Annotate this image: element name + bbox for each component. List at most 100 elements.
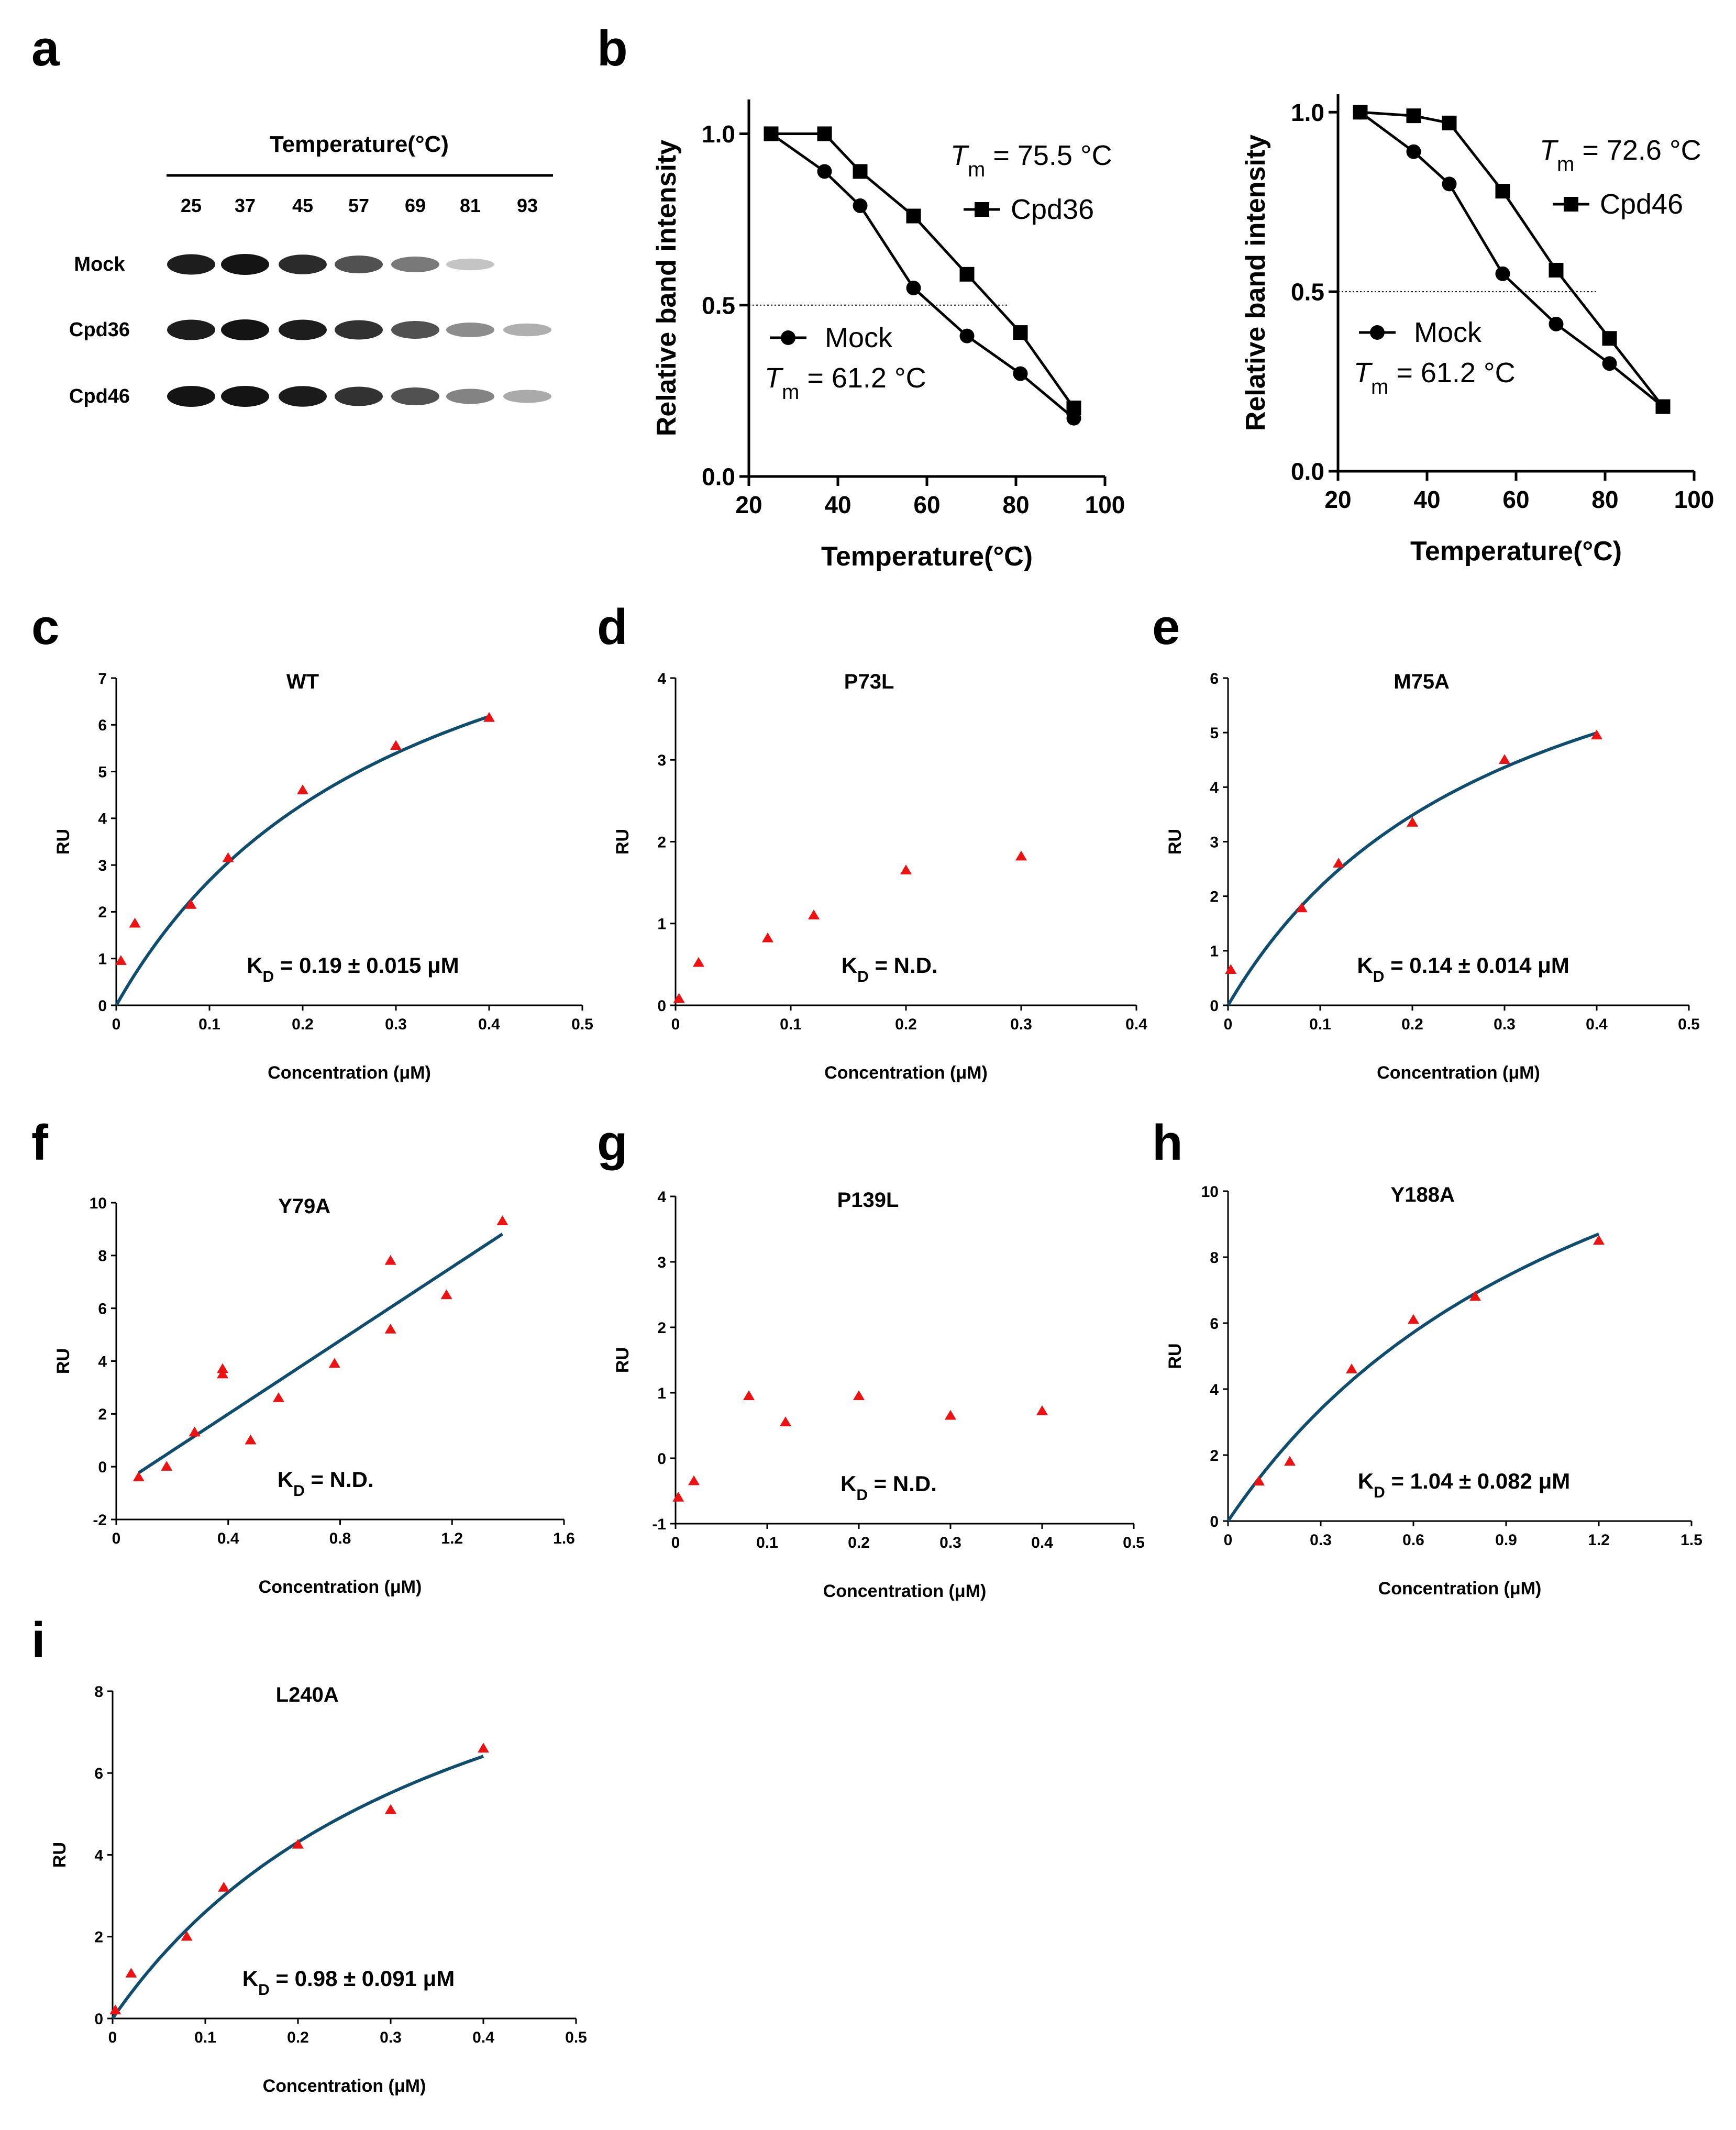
y-tick-label: 6 — [98, 1300, 107, 1317]
x-tick-label: 1.2 — [441, 1530, 463, 1547]
chart-title: P73L — [844, 670, 894, 693]
y-tick-label: 1 — [657, 916, 666, 933]
y-tick-label: 6 — [1210, 670, 1219, 687]
panel-letter-g: g — [597, 1115, 628, 1171]
x-tick-label: 60 — [913, 491, 940, 518]
x-tick-label: 0.2 — [895, 1016, 917, 1033]
x-tick-label: 0.3 — [1010, 1016, 1032, 1033]
gel-lane-label-45: 45 — [292, 195, 313, 216]
marker-mock — [853, 198, 868, 213]
marker-cpd36 — [1013, 325, 1028, 340]
y-axis-label: Relative band intensity — [1241, 135, 1271, 431]
data-point — [1284, 1456, 1296, 1466]
y-tick-label: 1.0 — [1291, 99, 1324, 126]
marker-mock — [1013, 366, 1028, 381]
y-tick-label: 3 — [657, 1254, 666, 1271]
kd-label: KD = N.D. — [842, 953, 938, 985]
y-tick-label: 6 — [1210, 1315, 1219, 1333]
y-tick-label: 4 — [94, 1847, 103, 1864]
y-tick-label: 4 — [657, 670, 666, 687]
y-tick-label: 0 — [94, 2011, 103, 2028]
panel-letter-a: a — [31, 20, 60, 76]
chart-h: 0 0.3 0.6 0.9 1.2 1.5 0 2 4 6 8 10 Concentration (μM… — [1165, 1183, 1702, 1599]
y-tick-label: 0 — [657, 997, 666, 1015]
x-tick-label: 0 — [108, 2029, 117, 2046]
x-tick-label: 0.1 — [780, 1016, 802, 1033]
data-point — [808, 909, 820, 919]
y-tick-label: 0 — [98, 1459, 107, 1476]
marker-mock — [1602, 356, 1617, 371]
gel-row-label-mock: Mock — [74, 253, 125, 275]
panel-letter-f: f — [31, 1115, 49, 1171]
gel-lane-label-25: 25 — [181, 195, 202, 216]
x-tick-label: 0.2 — [287, 2029, 309, 2046]
data-point — [132, 1471, 145, 1482]
marker-mock — [817, 164, 832, 179]
data-point — [1225, 964, 1237, 974]
data-point — [1499, 754, 1510, 764]
y-tick-label: 2 — [657, 1319, 666, 1337]
x-tick-label: 0.4 — [478, 1016, 500, 1033]
fit-curve — [1226, 731, 1597, 1006]
fit-curve — [1226, 1233, 1600, 1522]
data-point — [743, 1390, 755, 1400]
fit-curve — [115, 715, 490, 1006]
x-tick-label: 0.5 — [1678, 1016, 1700, 1033]
x-tick-label: 0.4 — [1031, 1534, 1053, 1551]
tm-label-compound: Tm = 75.5 °C — [950, 140, 1112, 181]
marker-cpd36 — [1066, 401, 1081, 416]
y-tick-label: 4 — [1210, 779, 1219, 796]
marker-mock — [1495, 266, 1510, 281]
y-tick-label: 8 — [98, 1248, 107, 1265]
y-tick-label: 3 — [1210, 834, 1219, 851]
y-axis-label: RU — [50, 1842, 70, 1868]
y-axis-label: RU — [1165, 829, 1185, 855]
y-tick-label: 0.0 — [1291, 458, 1324, 485]
x-tick-label: 0.4 — [1586, 1016, 1608, 1033]
data-point — [129, 917, 141, 928]
legend-label-compound: Cpd36 — [1011, 194, 1094, 225]
marker-cpd36 — [853, 164, 868, 179]
y-tick-label: 10 — [1201, 1183, 1219, 1201]
marker-cpd46 — [1602, 331, 1617, 346]
y-tick-label: 0 — [657, 1450, 666, 1468]
kd-label: KD = N.D. — [841, 1471, 937, 1504]
fit-curve — [138, 1233, 504, 1474]
data-point — [384, 1255, 396, 1265]
x-tick-label: 1.2 — [1588, 1532, 1610, 1549]
x-tick-label: 60 — [1502, 486, 1529, 513]
y-tick-label: 10 — [90, 1195, 107, 1212]
x-tick-label: 0.8 — [329, 1530, 351, 1547]
x-axis-label: Concentration (μM) — [263, 2076, 426, 2096]
y-tick-label: 2 — [657, 834, 666, 851]
gel-band — [279, 254, 327, 274]
legend-marker-mock — [1370, 325, 1385, 340]
marker-mock — [1442, 176, 1457, 192]
y-tick-label: 8 — [1210, 1249, 1219, 1267]
x-tick-label: 0.5 — [571, 1016, 593, 1033]
gel-lane-label-81: 81 — [460, 195, 481, 216]
data-point — [218, 1882, 230, 1892]
panel-letter-b: b — [597, 20, 628, 76]
y-tick-label: 4 — [657, 1189, 666, 1206]
data-point — [115, 955, 127, 965]
data-point — [272, 1392, 284, 1402]
data-point — [672, 1492, 684, 1502]
data-point — [780, 1416, 791, 1426]
y-tick-label: 2 — [1210, 888, 1219, 905]
data-point — [384, 1324, 396, 1334]
marker-cpd46 — [1406, 108, 1421, 124]
gel-band — [221, 254, 269, 275]
x-tick-label: 0 — [671, 1016, 680, 1033]
y-tick-label: 1.0 — [702, 120, 735, 148]
gel-band — [335, 320, 383, 340]
x-tick-label: 0.2 — [292, 1016, 314, 1033]
legend-marker-compound — [1564, 197, 1578, 212]
x-tick-label: 0.2 — [1401, 1016, 1423, 1033]
gel-lane-label-69: 69 — [405, 195, 426, 216]
panel-letter-h: h — [1152, 1115, 1183, 1171]
gel-header: Temperature(°C) — [270, 131, 449, 157]
y-tick-label: 5 — [1210, 725, 1219, 742]
marker-mock — [959, 328, 975, 343]
